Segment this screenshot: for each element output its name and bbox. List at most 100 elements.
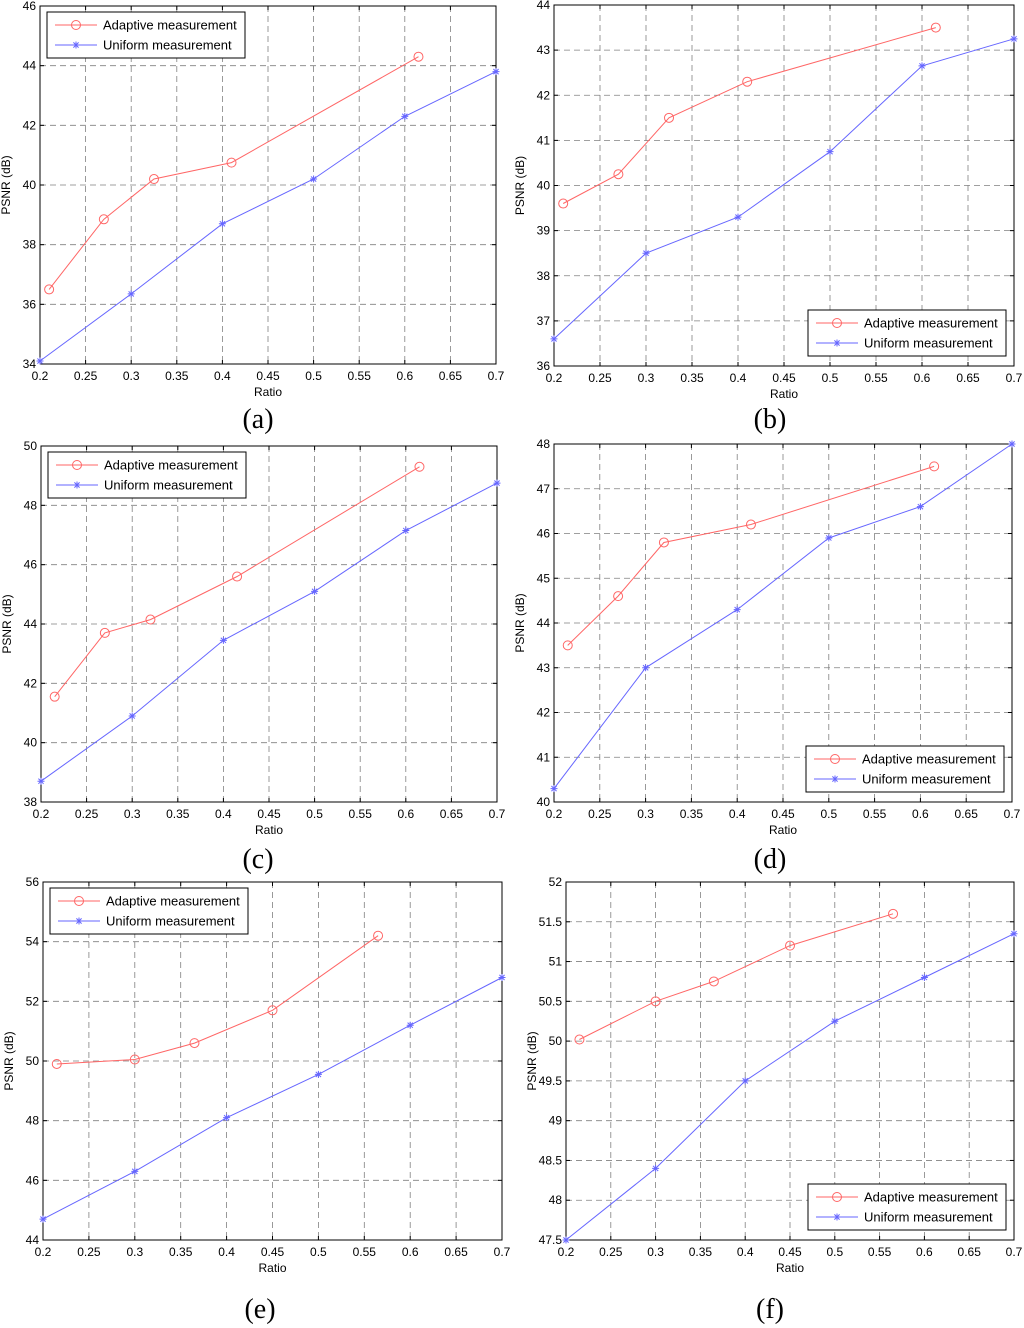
- chart-5-series-1: [562, 930, 1018, 1244]
- chart-4-y-axis-label: PSNR (dB): [2, 1031, 16, 1090]
- chart-3-x-tick-label: 0.2: [546, 807, 563, 821]
- chart-4-series-0-point: [129, 1054, 140, 1065]
- chart-1-x-tick-label: 0.7: [1006, 371, 1023, 385]
- chart-2-legend-label-0: Adaptive measurement: [104, 458, 238, 473]
- chart-0-x-tick-label: 0.2: [32, 369, 49, 383]
- chart-5-y-tick-label: 47.5: [539, 1233, 563, 1247]
- chart-0-x-tick-label: 0.7: [488, 369, 505, 383]
- chart-3-x-tick-label: 0.6: [912, 807, 929, 821]
- chart-2-series-1-point: [128, 712, 136, 720]
- chart-4-x-tick-label: 0.2: [35, 1245, 52, 1259]
- chart-5-x-tick-label: 0.6: [916, 1245, 933, 1259]
- chart-1-y-tick-label: 43: [537, 43, 551, 57]
- chart-2-series-1-point: [311, 587, 319, 595]
- chart-5-series-0-point: [650, 996, 661, 1007]
- chart-5-y-tick-label: 52: [549, 875, 563, 889]
- chart-4-x-tick-label: 0.45: [261, 1245, 285, 1259]
- chart-1-series-1-point: [918, 62, 926, 70]
- chart-0-series-1-point: [310, 175, 318, 183]
- chart-2-series-1-point: [219, 636, 227, 644]
- chart-4-legend-label-0: Adaptive measurement: [106, 894, 240, 909]
- chart-5-x-tick-label: 0.5: [826, 1245, 843, 1259]
- chart-5-y-axis-label: PSNR (dB): [525, 1031, 539, 1090]
- chart-0-x-tick-label: 0.3: [123, 369, 140, 383]
- chart-4-series-0-point: [51, 1058, 62, 1069]
- chart-4-legend-marker-1: [75, 917, 83, 925]
- chart-2-series-1: [37, 479, 501, 785]
- chart-4-series-1-point: [314, 1070, 322, 1078]
- chart-2-y-tick-label: 44: [24, 617, 38, 631]
- chart-2-y-tick-label: 42: [24, 676, 38, 690]
- chart-5-series-0-point: [888, 908, 899, 919]
- chart-1-x-tick-label: 0.6: [914, 371, 931, 385]
- chart-4-x-tick-label: 0.4: [218, 1245, 235, 1259]
- chart-2-legend-marker-0: [72, 460, 82, 470]
- chart-0-series-1-point: [401, 112, 409, 120]
- chart-5-legend: Adaptive measurement Uniform measurement: [807, 1183, 1007, 1231]
- chart-0-series-1-point: [127, 290, 135, 298]
- chart-4-series-0-line: [56, 935, 379, 1065]
- chart-2-x-tick-label: 0.55: [349, 807, 373, 821]
- chart-5-series-0-line: [579, 913, 894, 1040]
- chart-0-y-tick-label: 46: [23, 0, 37, 13]
- chart-0-caption: (a): [242, 404, 273, 435]
- chart-3-y-tick-label: 43: [537, 661, 551, 675]
- chart-5-legend-box: [807, 1183, 1007, 1231]
- chart-0-y-tick-label: 42: [23, 118, 37, 132]
- chart-4-x-tick-label: 0.35: [169, 1245, 193, 1259]
- chart-0-x-tick-label: 0.35: [165, 369, 189, 383]
- chart-0-legend-label-1: Uniform measurement: [103, 38, 232, 53]
- chart-3-y-tick-label: 44: [537, 616, 551, 630]
- chart-1-series-1-point: [734, 213, 742, 221]
- chart-2-x-tick-label: 0.65: [440, 807, 464, 821]
- chart-4-x-tick-label: 0.7: [494, 1245, 511, 1259]
- chart-0-y-axis-label: PSNR (dB): [0, 155, 13, 214]
- chart-4-panel: 0.2 0.25 0.3 0.35 0.4 0.45 0.5 0.55 0.6 0.65 0.7 44…: [2, 875, 511, 1325]
- chart-1-panel: 0.2 0.25 0.3 0.35 0.4 0.45 0.5 0.55 0.6 0.65 0.7 36…: [513, 0, 1023, 435]
- chart-4-x-tick-label: 0.55: [353, 1245, 377, 1259]
- chart-5-series-1-line: [565, 933, 1015, 1241]
- chart-2-caption: (c): [242, 844, 273, 875]
- chart-0-legend-marker-0: [71, 20, 81, 30]
- chart-5-series-0-point: [574, 1034, 585, 1045]
- chart-5-series-1-point: [652, 1164, 660, 1172]
- chart-4-y-tick-label: 56: [26, 875, 40, 889]
- chart-4-series-0-point: [189, 1038, 200, 1049]
- chart-2-series-0-point: [49, 691, 60, 702]
- chart-1-series-1-point: [550, 335, 558, 343]
- chart-0-series-0-line: [48, 56, 419, 290]
- chart-5-series-0-point: [785, 940, 795, 951]
- chart-3-legend-label-1: Uniform measurement: [862, 772, 991, 787]
- chart-1-y-tick-label: 36: [537, 359, 551, 373]
- chart-4-caption: (e): [244, 1294, 275, 1325]
- chart-1-y-tick-label: 44: [537, 0, 551, 12]
- chart-0-series-1-point: [218, 220, 226, 228]
- chart-5-y-tick-label: 48.5: [539, 1153, 563, 1167]
- chart-0-x-tick-label: 0.65: [439, 369, 463, 383]
- chart-5-y-tick-label: 51.5: [539, 915, 563, 929]
- chart-1-x-tick-label: 0.25: [588, 371, 612, 385]
- chart-2-x-tick-label: 0.4: [215, 807, 232, 821]
- chart-4-y-tick-label: 54: [26, 935, 40, 949]
- chart-2-series-0-point: [414, 461, 425, 472]
- chart-3-series-0-point: [745, 519, 756, 530]
- chart-5-x-tick-label: 0.45: [778, 1245, 802, 1259]
- chart-0-y-tick-label: 36: [23, 297, 37, 311]
- chart-4-x-tick-label: 0.25: [77, 1245, 101, 1259]
- chart-4-series-1-point: [498, 973, 506, 981]
- chart-3-series-1-line: [553, 443, 1013, 789]
- chart-5-x-tick-label: 0.65: [958, 1245, 982, 1259]
- chart-0-x-tick-label: 0.4: [214, 369, 231, 383]
- chart-3-series-1-point: [733, 606, 741, 614]
- chart-4-y-tick-label: 50: [26, 1054, 40, 1068]
- chart-1-legend-box: [807, 309, 1007, 357]
- chart-2-series-1-point: [493, 479, 501, 487]
- chart-2-legend-box: [47, 451, 247, 499]
- chart-0-y-tick-label: 40: [23, 178, 37, 192]
- chart-1-y-tick-label: 39: [537, 224, 551, 238]
- chart-1-x-tick-label: 0.55: [864, 371, 888, 385]
- chart-3-series-1: [550, 440, 1016, 793]
- chart-2-x-axis-label: Ratio: [255, 823, 283, 837]
- chart-0-x-tick-label: 0.55: [348, 369, 372, 383]
